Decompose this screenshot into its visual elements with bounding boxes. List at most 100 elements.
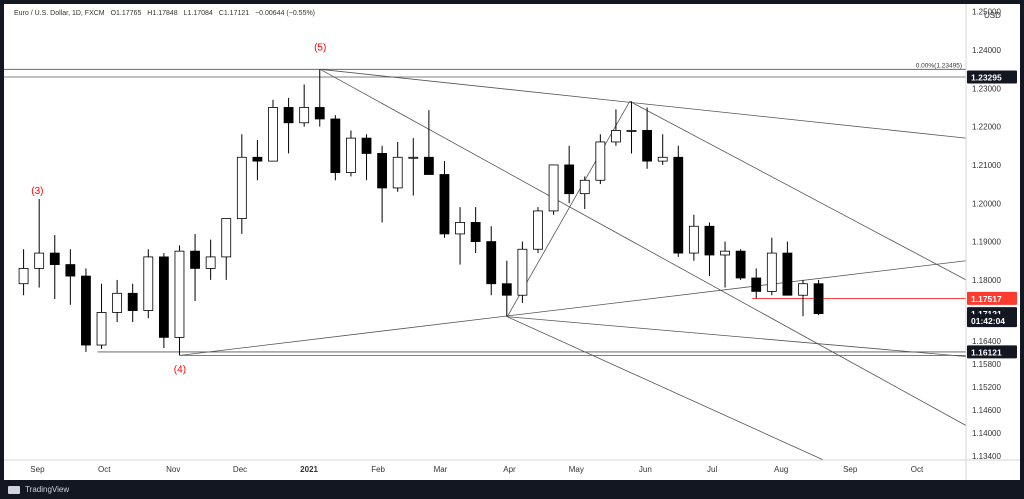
- candle-body: [517, 248, 528, 296]
- price-tick-label: 1.14600: [972, 406, 1001, 415]
- candle-body: [642, 130, 653, 162]
- candle-body: [408, 156, 419, 159]
- high-value: H1.17848: [147, 10, 178, 17]
- candle-body: [455, 222, 465, 235]
- candle-body: [283, 107, 294, 124]
- price-tick-label: 1.20000: [972, 199, 1001, 208]
- candle-body: [423, 156, 434, 175]
- candle-body: [611, 130, 621, 143]
- trendline: [629, 100, 967, 281]
- time-tick-label: Apr: [503, 465, 516, 474]
- annotation-layer: (3) (4) (5) 0.00%(1.23495): [31, 43, 962, 376]
- wave-label: (3): [31, 186, 43, 197]
- symbol-title[interactable]: Euro / U.S. Dollar, 1D, FXCM: [14, 10, 105, 17]
- candle-body: [735, 250, 746, 279]
- candle-body: [158, 256, 169, 338]
- candle-body: [439, 174, 450, 235]
- candle-body: [657, 156, 668, 162]
- candles-layer: [18, 69, 824, 356]
- candle-body: [268, 107, 278, 162]
- open-value: O1.17765: [110, 10, 142, 17]
- trendline: [506, 101, 631, 317]
- candle-body: [548, 164, 559, 212]
- candle-body: [127, 292, 138, 311]
- candle-body: [174, 250, 185, 338]
- candle-body: [579, 179, 590, 195]
- brand-footer: TradingView: [8, 485, 69, 494]
- time-tick-label: Nov: [166, 465, 180, 474]
- price-label-text: 1.17121: [971, 309, 1002, 319]
- candle-body: [704, 225, 715, 256]
- time-tick-label: Jun: [639, 465, 652, 474]
- candle-body: [361, 137, 372, 154]
- time-axis[interactable]: Sep Oct Nov Dec 2021 Feb Mar Apr May Jun Jul Aug Sep…: [30, 465, 924, 474]
- time-tick-label: 2021: [300, 465, 318, 474]
- price-tick-label: 1.18000: [972, 276, 1001, 285]
- price-label-box: [967, 70, 1017, 84]
- candle-body: [720, 250, 730, 256]
- trendline: [320, 68, 967, 139]
- candle-body: [112, 292, 123, 313]
- trendline: [507, 316, 824, 461]
- candle-body: [205, 256, 216, 269]
- time-tick-label: Dec: [233, 465, 247, 474]
- price-label-box: [967, 291, 1017, 305]
- price-label-text: 1.23295: [971, 72, 1002, 82]
- candle-body: [673, 156, 684, 254]
- candle-body: [486, 241, 497, 285]
- price-axis[interactable]: 1.25000 1.24000 1.23000 1.22000 1.21000 1.200…: [972, 8, 1001, 462]
- time-tick-label: Sep: [30, 465, 45, 474]
- wave-label: (5): [314, 43, 326, 54]
- candle-body: [143, 256, 154, 311]
- price-tick-label: 1.25000: [972, 8, 1001, 17]
- candle-body: [798, 283, 808, 296]
- low-value: L1.17084: [183, 10, 213, 17]
- change-value: −0.00644 (−0.55%): [255, 10, 316, 17]
- candle-body: [766, 252, 777, 292]
- candle-body: [236, 156, 247, 219]
- time-tick-label: Feb: [371, 465, 385, 474]
- candle-body: [813, 283, 824, 315]
- time-tick-label: Sep: [843, 465, 858, 474]
- price-tick-label: 1.13400: [972, 452, 1001, 461]
- candle-body: [377, 153, 388, 189]
- candle-body: [252, 156, 263, 162]
- candle-body: [533, 210, 543, 250]
- price-tick-label: 1.16400: [972, 337, 1001, 346]
- time-tick-label: Oct: [98, 465, 111, 474]
- price-label-text: 1.17517: [971, 294, 1002, 304]
- time-tick-label: Oct: [911, 465, 924, 474]
- time-tick-label: Aug: [774, 465, 788, 474]
- trendline: [179, 260, 967, 356]
- currency-label: USD: [984, 11, 1001, 20]
- candle-body: [190, 250, 200, 269]
- candle-body: [626, 130, 637, 132]
- time-tick-label: Mar: [434, 465, 448, 474]
- candle-body: [501, 283, 512, 296]
- price-label-box: [967, 345, 1017, 359]
- price-tick-label: 1.19000: [972, 238, 1001, 247]
- fib-label: 0.00%(1.23495): [916, 62, 962, 69]
- price-chart[interactable]: (3) (4) (5) 0.00%(1.23495) 1.25000 1.24000 1.…: [4, 4, 1020, 480]
- candle-body: [299, 107, 310, 124]
- candle-body: [470, 222, 481, 242]
- close-value: C1.17121: [218, 10, 250, 17]
- candle-body: [18, 268, 29, 285]
- candle-body: [96, 312, 107, 346]
- brand-name: TradingView: [25, 485, 70, 494]
- tradingview-logo-icon: [8, 485, 20, 494]
- candle-body: [392, 156, 403, 189]
- candle-body: [346, 137, 356, 174]
- wave-label: (4): [174, 365, 186, 376]
- price-tick-label: 1.21000: [972, 161, 1001, 170]
- time-tick-label: Jul: [707, 465, 717, 474]
- price-tick-label: 1.23000: [972, 84, 1001, 93]
- symbol-legend: Euro / U.S. Dollar, 1D, FXCM O1.17765 H1…: [14, 10, 319, 17]
- price-tick-label: 1.14000: [972, 429, 1001, 438]
- plot-area[interactable]: (3) (4) (5) 0.00%(1.23495) 1.25000 1.24000 1.…: [4, 4, 1020, 480]
- price-tick-label: 1.24000: [972, 46, 1001, 55]
- candle-body: [65, 264, 76, 277]
- trendlines-layer: [4, 68, 967, 461]
